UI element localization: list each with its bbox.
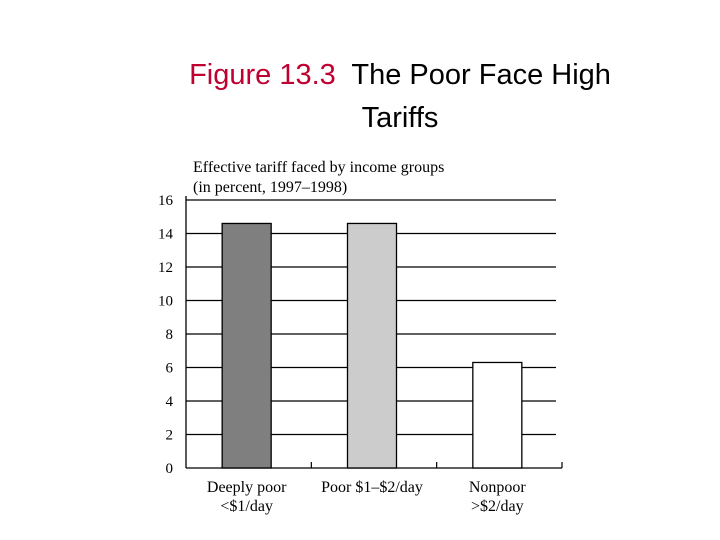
figure-label: Figure 13.3 (189, 59, 336, 91)
x-category-label-line: Poor $1–$2/day (321, 479, 423, 496)
x-category-label-line: Nonpoor (469, 479, 527, 496)
y-tick-label: 14 (158, 227, 174, 243)
y-tick-label: 6 (166, 361, 174, 377)
y-tick-label: 10 (158, 294, 173, 310)
y-tick-label: 2 (166, 428, 174, 444)
bar (472, 361, 523, 469)
x-category-label-line: >$2/day (471, 498, 524, 515)
y-tick-label: 8 (166, 327, 174, 343)
slide-title-text: The Poor Face High (351, 59, 611, 91)
chart-title: Effective tariff faced by income groups (193, 159, 444, 176)
y-tick-label: 0 (166, 461, 174, 477)
y-tick-label: 12 (158, 260, 173, 276)
bar (346, 222, 398, 469)
x-category-label: Deeply poor <$1/day (207, 479, 287, 515)
slide-title-line-2: Tariffs (361, 102, 439, 134)
y-tick-label: 4 (166, 394, 174, 410)
y-tick-label: 16 (158, 193, 174, 209)
slide-title: Figure 13.3 The Poor Face High Tariffs (100, 54, 700, 140)
x-category-label: Nonpoor >$2/day (469, 479, 527, 515)
slide-title-line-1: Figure 13.3 The Poor Face High (100, 54, 700, 97)
x-category-label: Poor $1–$2/day (321, 479, 423, 496)
bar (221, 222, 272, 469)
x-category-label-line: Deeply poor (207, 479, 287, 496)
chart-subtitle: (in percent, 1997–1998) (193, 179, 347, 196)
x-category-label-line: <$1/day (220, 498, 273, 515)
